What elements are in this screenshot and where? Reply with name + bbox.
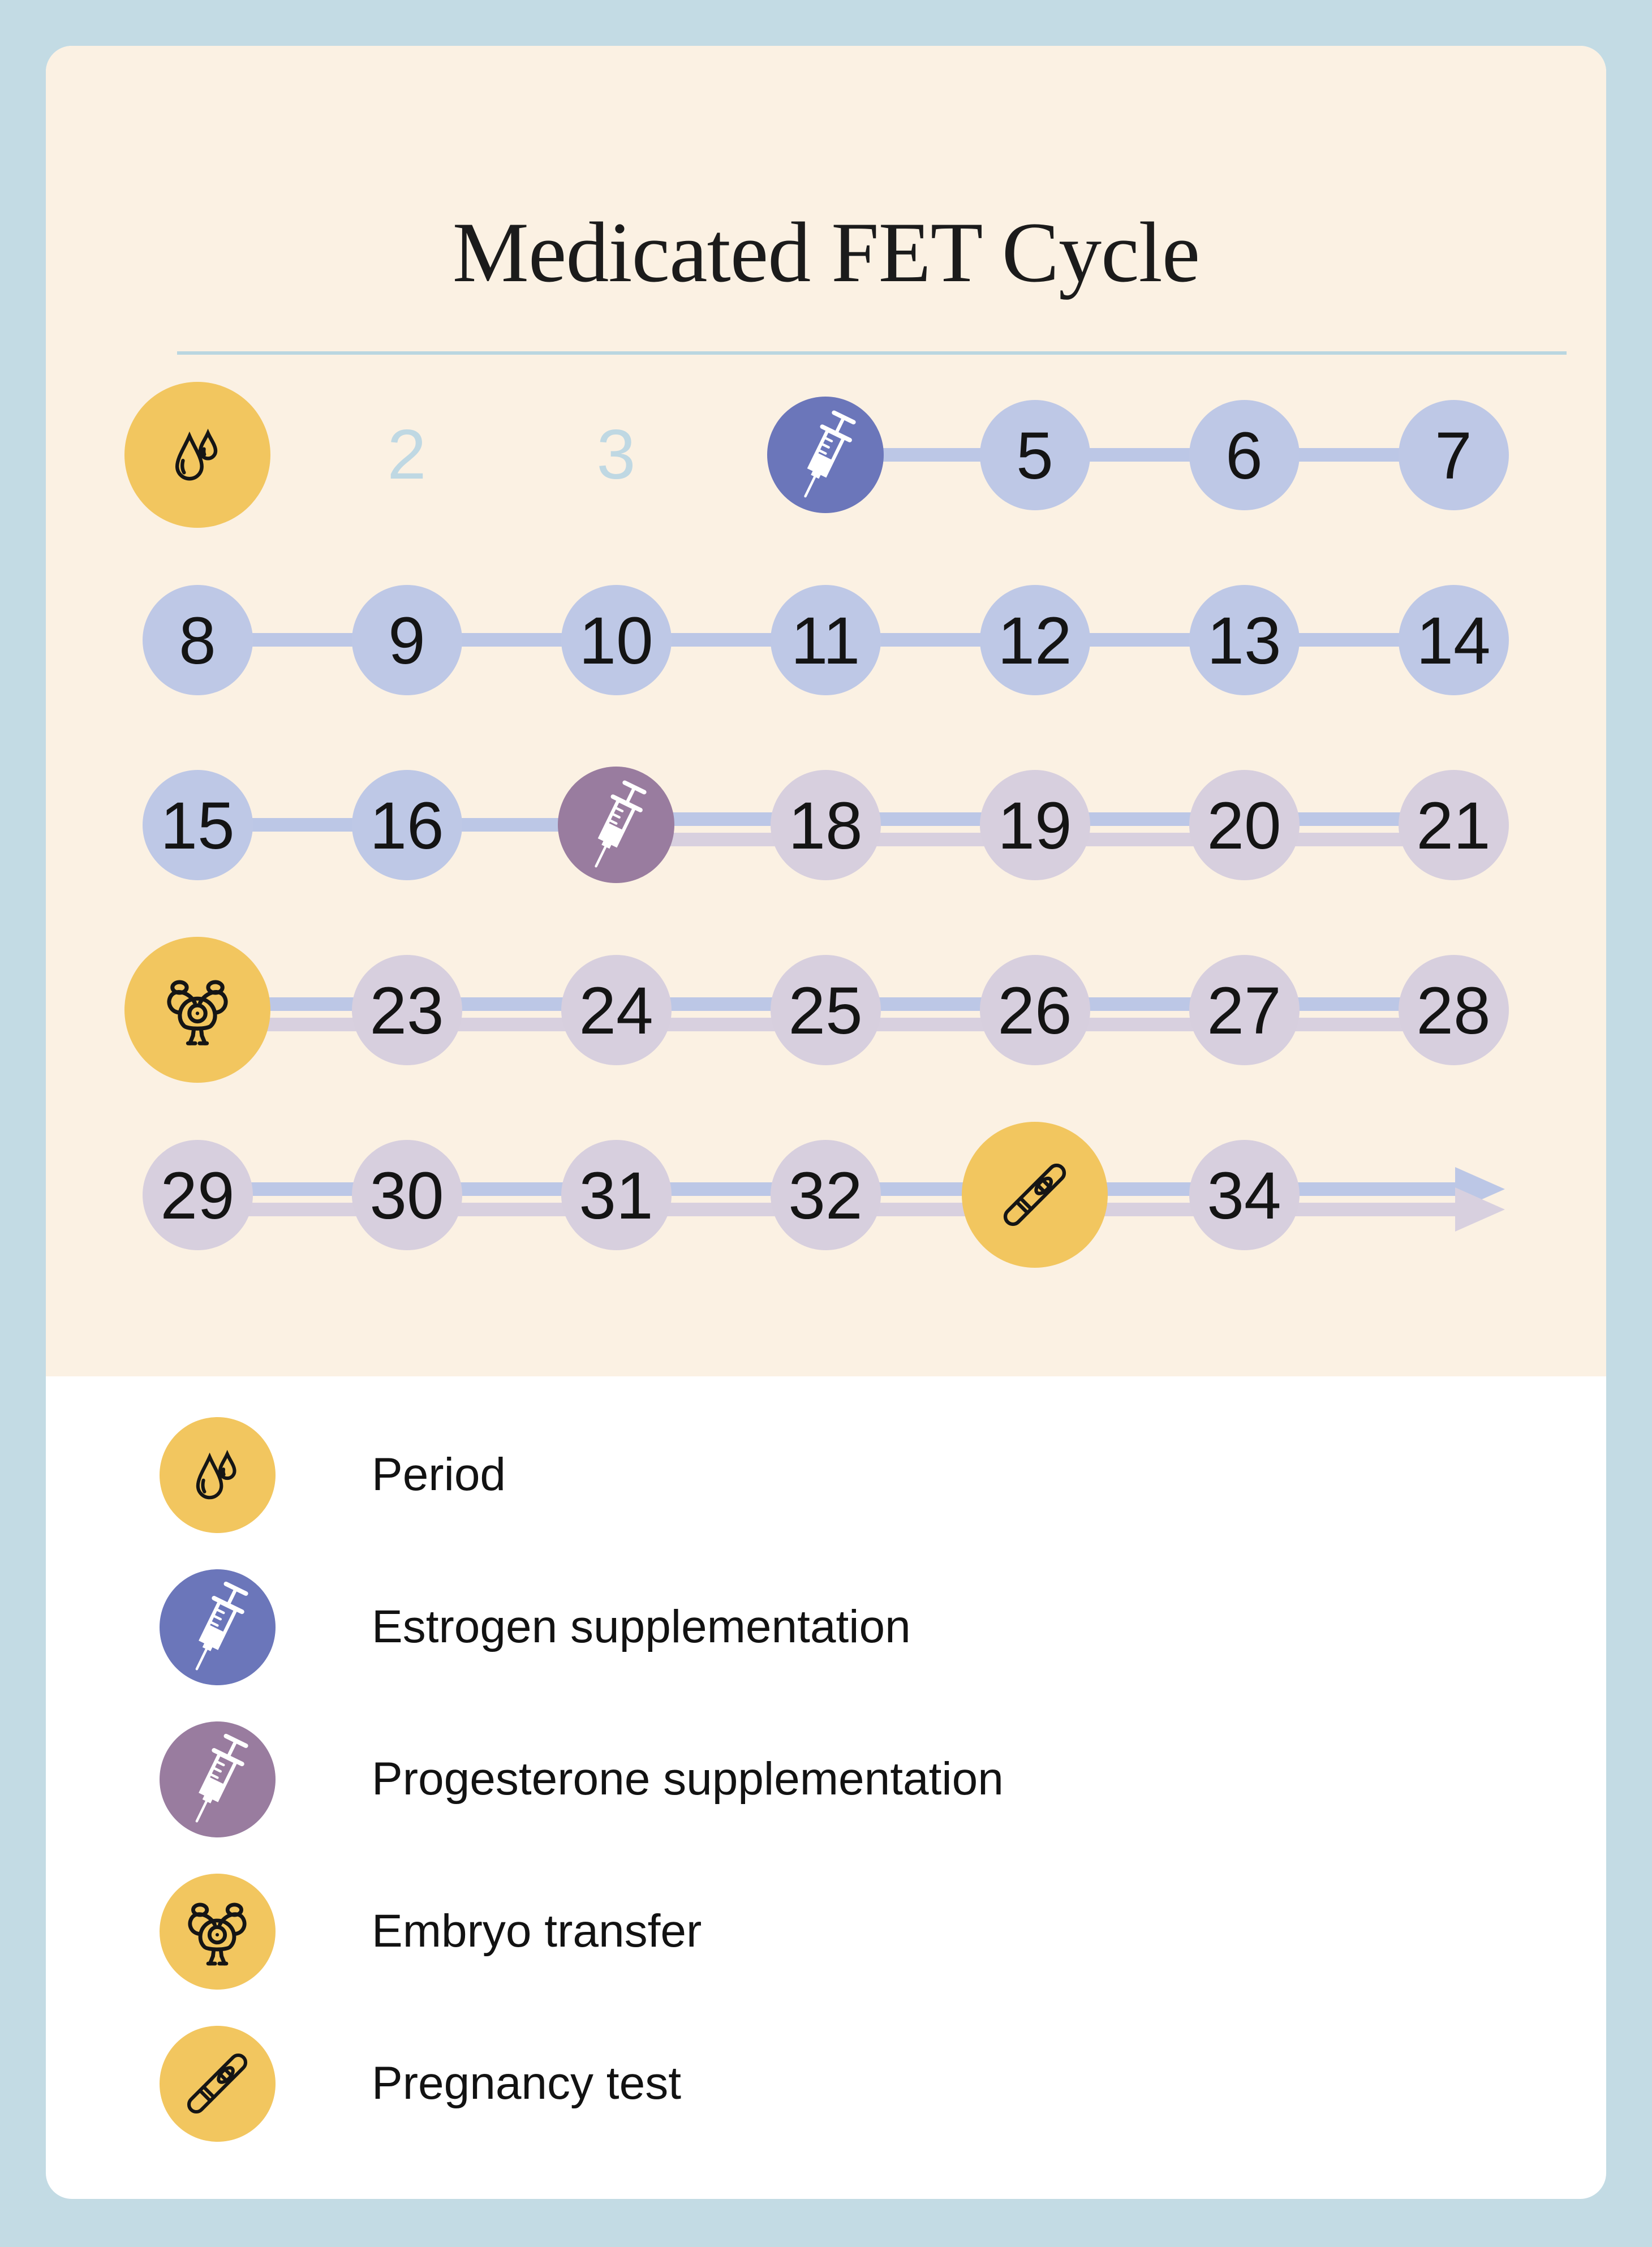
day-32-circle: 32 (770, 1139, 881, 1250)
day-18-circle: 18 (770, 769, 881, 880)
day-23-number: 23 (369, 974, 444, 1048)
day-22-embryo-transfer-icon (153, 965, 242, 1054)
legend-circle-4 (159, 2025, 276, 2142)
day-30-number: 30 (369, 1159, 444, 1233)
day-21-circle: 21 (1398, 769, 1509, 880)
progesterone-syringe-icon (186, 1727, 248, 1832)
day-14-circle: 14 (1398, 584, 1509, 695)
day-34-circle: 34 (1189, 1139, 1300, 1250)
day-29-number: 29 (160, 1159, 235, 1233)
day-28-circle: 28 (1398, 954, 1509, 1065)
legend-label: Embryo transfer (372, 1905, 702, 1957)
period-droplets-icon (183, 1440, 252, 1509)
legend-label: Estrogen supplementation (372, 1601, 911, 1652)
day-19-circle: 19 (979, 769, 1090, 880)
day-12-number: 12 (997, 604, 1072, 678)
day-8-number: 8 (179, 604, 216, 678)
day-8-circle: 8 (142, 584, 253, 695)
embryo-transfer-icon (174, 1888, 260, 1974)
legend-label: Progesterone supplementation (372, 1753, 1004, 1805)
day-17-progesterone-syringe-icon (558, 767, 674, 883)
day-15-number: 15 (160, 789, 235, 863)
day-13-circle: 13 (1189, 584, 1300, 695)
day-33-pregnancy-test-icon (990, 1150, 1079, 1239)
day-3-upcoming: 3 (596, 416, 636, 494)
legend-item-embryo-transfer: Embryo transfer (46, 1873, 1606, 1990)
legend-circle-3 (159, 1873, 276, 1990)
day-24-circle: 24 (561, 954, 672, 1065)
day-26-circle: 26 (979, 954, 1090, 1065)
day-16-circle: 16 (351, 769, 462, 880)
day-32-number: 32 (788, 1159, 863, 1233)
day-33-pregnancy-test-icon (962, 1122, 1108, 1268)
day-26-number: 26 (997, 974, 1072, 1048)
day-4-estrogen-syringe-icon (767, 397, 884, 513)
day-25-circle: 25 (770, 954, 881, 1065)
day-30-circle: 30 (351, 1139, 462, 1250)
pregnancy-test-icon (174, 2041, 260, 2127)
day-24-number: 24 (579, 974, 653, 1048)
legend-label: Pregnancy test (372, 2057, 681, 2109)
estrogen-syringe-icon (186, 1574, 248, 1680)
day-23-circle: 23 (351, 954, 462, 1065)
day-28-number: 28 (1416, 974, 1491, 1048)
legend-item-progesterone-supplementation: Progesterone supplementation (46, 1721, 1606, 1837)
day-5-circle: 5 (979, 399, 1090, 510)
day-20-circle: 20 (1189, 769, 1300, 880)
legend-item-pregnancy-test: Pregnancy test (46, 2025, 1606, 2142)
day-1-period-icon (161, 419, 234, 491)
connector-estrogen-4-7 (825, 448, 1453, 462)
legend-item-estrogen-supplementation: Estrogen supplementation (46, 1569, 1606, 1685)
title-divider (177, 351, 1567, 355)
day-11-circle: 11 (770, 584, 881, 695)
legend-circle-2 (159, 1721, 276, 1837)
day-27-number: 27 (1207, 974, 1281, 1048)
day-25-number: 25 (788, 974, 863, 1048)
page-title: Medicated FET Cycle (452, 205, 1201, 300)
day-20-number: 20 (1207, 789, 1281, 863)
day-18-number: 18 (788, 789, 863, 863)
day-2-upcoming: 2 (387, 416, 427, 494)
day-6-circle: 6 (1189, 399, 1300, 510)
day-4-estrogen-syringe-icon (795, 403, 856, 507)
legend-item-period: Period (46, 1417, 1606, 1533)
day-12-circle: 12 (979, 584, 1090, 695)
day-6-number: 6 (1225, 419, 1263, 493)
day-1-period-icon (124, 382, 270, 528)
day-16-number: 16 (369, 789, 444, 863)
day-9-circle: 9 (351, 584, 462, 695)
day-34-number: 34 (1207, 1159, 1281, 1233)
legend-label: Period (372, 1449, 506, 1500)
day-31-circle: 31 (561, 1139, 672, 1250)
day-10-circle: 10 (561, 584, 672, 695)
day-21-number: 21 (1416, 789, 1491, 863)
day-17-progesterone-syringe-icon (586, 773, 647, 877)
day-22-embryo-transfer-icon (124, 937, 270, 1083)
day-13-number: 13 (1207, 604, 1281, 678)
day-11-number: 11 (790, 604, 861, 678)
day-9-number: 9 (388, 604, 425, 678)
day-31-number: 31 (579, 1159, 653, 1233)
legend-circle-1 (159, 1569, 276, 1685)
day-19-number: 19 (997, 789, 1072, 863)
legend-circle-0 (159, 1417, 276, 1533)
day-7-circle: 7 (1398, 399, 1509, 510)
day-15-circle: 15 (142, 769, 253, 880)
day-10-number: 10 (579, 604, 653, 678)
day-5-number: 5 (1016, 419, 1053, 493)
day-7-number: 7 (1435, 419, 1472, 493)
day-27-circle: 27 (1189, 954, 1300, 1065)
day-29-circle: 29 (142, 1139, 253, 1250)
day-14-number: 14 (1416, 604, 1491, 678)
